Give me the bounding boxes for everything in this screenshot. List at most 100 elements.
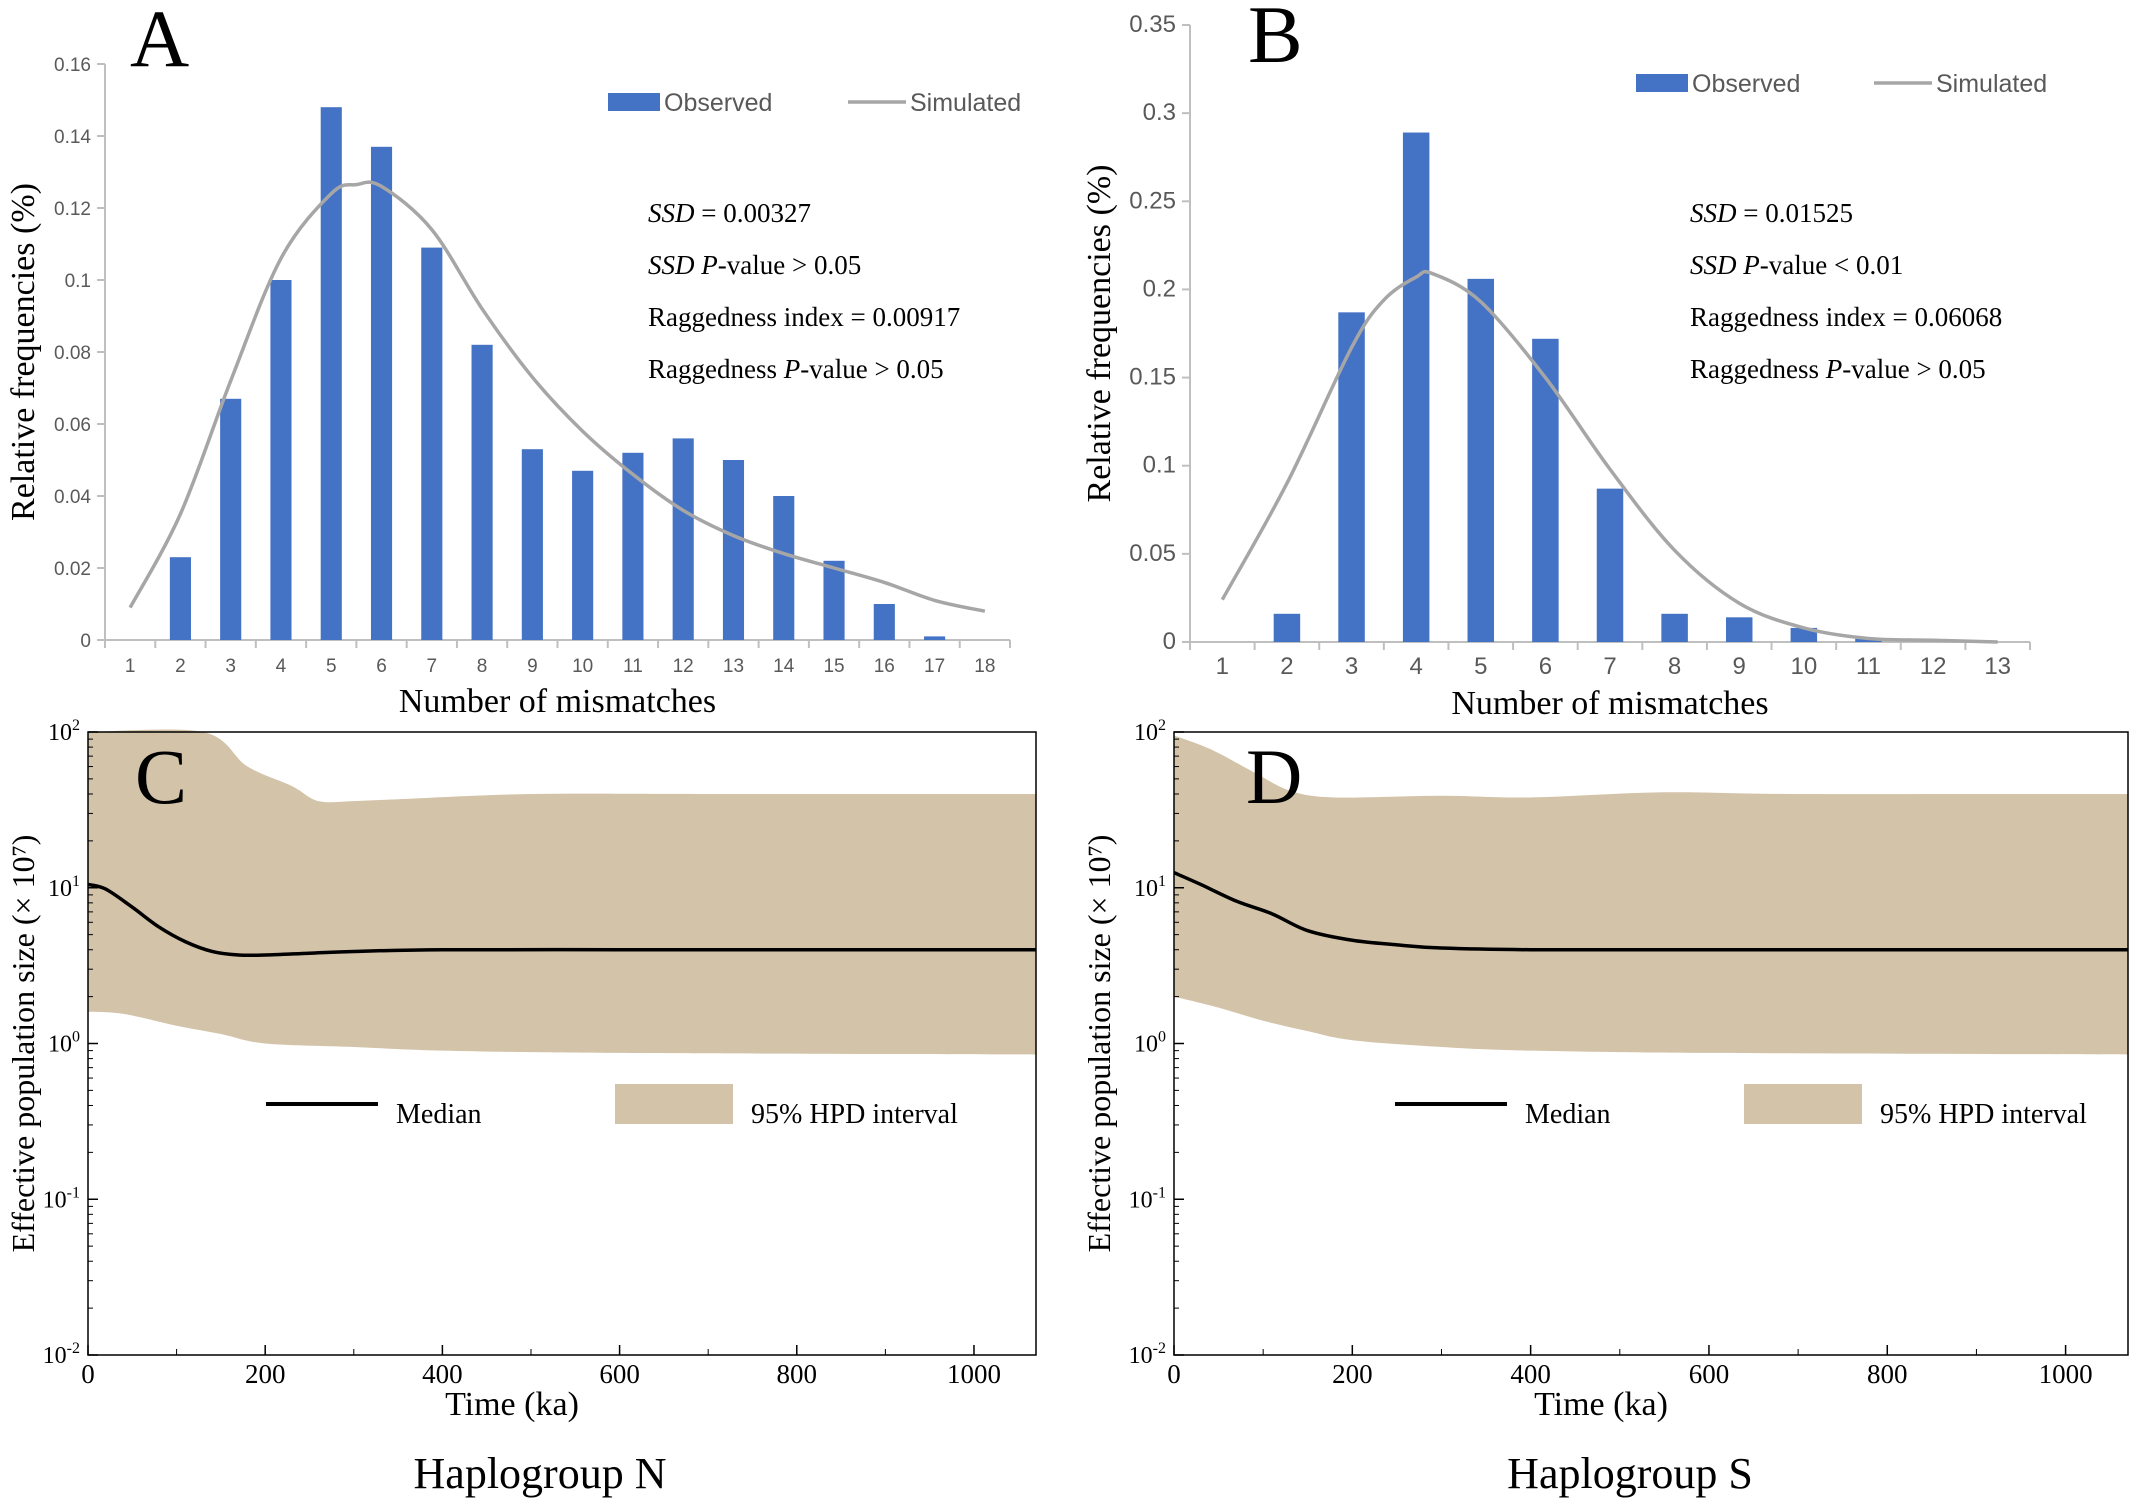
observed-bar [672,438,694,640]
x-tick-label: 13 [723,656,744,677]
observed-bar [521,449,543,640]
x-tick-label: 400 [1510,1359,1551,1389]
x-tick-label: 2 [175,656,186,677]
caption-right: Haplogroup S [1507,1449,1753,1498]
x-tick-label: 4 [1409,653,1422,680]
x-tick-label: 800 [1867,1359,1908,1389]
y-axis-title: Effective population size (× 10⁷) [1081,835,1117,1253]
legend-observed-swatch [608,93,660,111]
panel-b-mismatch-chart: 00.050.10.150.20.250.30.351 2 3 4 5 6 7 8 9 10 11 1… [1081,0,2047,722]
y-tick-label: 0 [1163,628,1176,655]
x-tick-label: 200 [245,1359,286,1389]
x-tick-label: 12 [673,656,694,677]
x-tick-label: 14 [773,656,795,677]
y-tick-label: 0.04 [54,487,91,508]
observed-bar [1855,638,1882,642]
legend-hpd-label: 95% HPD interval [1880,1099,2087,1130]
y-tick-label: 0.35 [1129,11,1176,38]
stat-annotation: Raggedness index = 0.06068 [1690,302,2002,332]
hpd-interval-band [88,729,1036,1055]
legend-simulated-label: Simulated [910,89,1021,117]
x-tick-label: 16 [874,656,895,677]
y-tick-label: 101 [1134,873,1166,902]
legend-simulated-label: Simulated [1936,70,2047,98]
panel-letter: A [130,0,189,84]
legend-observed-label: Observed [664,89,772,117]
y-tick-label: 0.15 [1129,364,1176,391]
y-axis-title: Relative frequencies (%) [1081,165,1118,503]
y-tick-label: 0.2 [1143,275,1176,302]
observed-bar [1273,613,1301,642]
x-tick-label: 200 [1332,1359,1373,1389]
y-tick-label: 0.25 [1129,187,1176,214]
x-tick-label: 9 [1733,653,1746,680]
observed-bar [1725,617,1753,642]
observed-bar [1402,132,1430,642]
panel-letter: B [1248,0,1303,80]
y-tick-label: 0.1 [65,271,91,292]
x-tick-label: 6 [376,656,387,677]
x-tick-label: 3 [1345,653,1358,680]
y-tick-label: 0.16 [54,55,91,76]
legend-hpd-label: 95% HPD interval [751,1099,958,1130]
legend-hpd-swatch [615,1084,733,1124]
x-tick-label: 7 [427,656,438,677]
x-tick-label: 8 [1668,653,1681,680]
x-tick-label: 400 [422,1359,463,1389]
x-tick-label: 600 [599,1359,640,1389]
legend-median-label: Median [396,1099,482,1130]
x-axis-title: Time (ka) [1534,1386,1668,1423]
x-axis-title: Time (ka) [445,1386,579,1423]
legend-hpd-swatch [1744,1084,1862,1124]
observed-bar [1338,312,1365,642]
panel-letter: C [135,733,187,820]
observed-bar [270,280,292,640]
panel-a-mismatch-chart: 00.020.040.060.080.10.120.140.161 2 3 4 5 6 7 8… [5,0,1021,720]
y-tick-label: 102 [1134,717,1166,746]
y-tick-label: 100 [1134,1029,1166,1058]
x-tick-label: 1000 [2039,1359,2093,1389]
observed-bar [1661,613,1688,642]
observed-bar [622,452,644,640]
median-line [87,882,1036,958]
x-tick-label: 12 [1920,653,1947,680]
y-tick-label: 0.3 [1143,99,1176,126]
x-tick-label: 5 [326,656,337,677]
legend-observed-label: Observed [1692,70,1800,98]
x-tick-label: 3 [225,656,236,677]
observed-bar [220,398,242,640]
y-tick-label: 0.06 [54,415,91,436]
observed-bar [471,344,493,640]
x-tick-label: 1 [1216,653,1229,680]
caption-left: Haplogroup N [414,1449,667,1498]
panel-d-skyline-plot: 102 101 100 10-1 10-20 200 400 600 800 1000 Time (… [1081,717,2129,1423]
y-tick-label: 10-1 [1129,1184,1166,1213]
y-tick-label: 101 [48,873,80,902]
y-tick-label: 0.08 [54,343,91,364]
observed-bar [572,470,594,640]
x-tick-label: 2 [1280,653,1293,680]
x-tick-label: 5 [1474,653,1487,680]
simulated-curve [1220,269,1998,644]
x-tick-label: 6 [1539,653,1552,680]
x-tick-label: 10 [1790,653,1817,680]
x-axis-title: Number of mismatches [399,683,716,720]
observed-bar [823,560,845,640]
y-axis-title: Relative frequencies (%) [5,183,42,521]
x-tick-label: 13 [1984,653,2011,680]
x-tick-label: 11 [1856,653,1881,680]
x-tick-label: 4 [276,656,287,677]
stat-annotation: SSD = 0.00327 [648,198,811,228]
stat-annotation: SSD P-value < 0.01 [1690,250,1903,280]
x-tick-label: 9 [527,656,538,677]
observed-bar [1467,278,1495,642]
median-line [1173,871,2128,952]
observed-bar [421,247,443,640]
y-tick-label: 0.05 [1129,540,1176,567]
y-tick-label: 0.1 [1143,452,1176,479]
y-tick-label: 0 [80,631,91,652]
hpd-interval-band [1174,735,2128,1055]
x-tick-label: 11 [623,656,643,677]
y-tick-label: 0.02 [54,559,91,580]
y-tick-label: 10-2 [1129,1340,1166,1369]
